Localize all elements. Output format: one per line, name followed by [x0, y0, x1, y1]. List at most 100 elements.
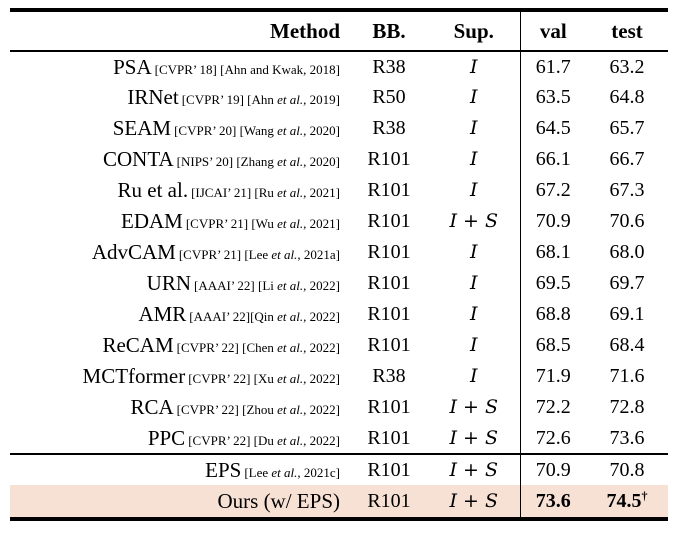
backbone-cell: R101 — [367, 272, 411, 294]
table-row: PPC [CVPR’ 22] [Du et al., 2022] R101 I + S… — [10, 423, 668, 454]
test-value: 67.3 — [609, 179, 645, 201]
val-value: 68.8 — [535, 303, 571, 325]
citation-segment: et al. — [277, 216, 304, 231]
method-cell: RCA [CVPR’ 22] [Zhou et al., 2022] — [10, 392, 350, 423]
method-name: SEAM — [112, 116, 172, 140]
val-value: 68.1 — [535, 241, 571, 263]
results-table-wrap: Method BB. Sup. val test PSA [CVPR’ 18] [… — [10, 8, 668, 521]
supervision-cell: I + S — [428, 392, 520, 423]
method-cell: PPC [CVPR’ 22] [Du et al., 2022] — [10, 423, 350, 454]
supervision-cell: I — [428, 299, 520, 330]
method-cell: CONTA [NIPS’ 20] [Zhang et al., 2020] — [10, 144, 350, 175]
supervision-cell: I — [428, 82, 520, 113]
test-cell: 71.6 — [586, 361, 668, 392]
test-value: 65.7 — [609, 117, 645, 139]
citation-segment: [CVPR’ 22] [Du — [188, 432, 278, 448]
val-cell: 61.7 — [519, 51, 586, 82]
supervision-cell: I + S — [428, 206, 520, 237]
method-cell: EPS [Lee et al., 2021c] — [10, 454, 350, 485]
backbone-cell: R101 — [367, 241, 411, 263]
supervision-symbol: I — [469, 272, 478, 294]
test-cell: 74.5† — [586, 485, 668, 519]
val-value: 66.1 — [535, 148, 571, 170]
test-value: 64.8 — [609, 86, 645, 108]
method-name: PPC — [147, 425, 186, 450]
method-citation: [CVPR’ 19] [Ahn et al., 2019] — [182, 92, 340, 107]
table-row: Ru et al. [IJCAI’ 21] [Ru et al., 2021] R1… — [10, 175, 668, 206]
citation-segment: , 2020] — [303, 123, 340, 138]
method-citation: [CVPR’ 20] [Wang et al., 2020] — [174, 123, 340, 138]
method-name: Ru et al. — [117, 178, 189, 202]
method-citation: [Lee et al., 2021c] — [244, 465, 340, 480]
test-value: 70.8 — [609, 458, 645, 481]
supervision-symbol: I + S — [449, 210, 499, 232]
val-cell: 68.5 — [519, 330, 586, 361]
test-value: 70.6 — [609, 210, 645, 232]
table-header: Method BB. Sup. val test — [10, 10, 668, 51]
val-cell: 68.8 — [519, 299, 586, 330]
method-cell: ReCAM [CVPR’ 22] [Chen et al., 2022] — [10, 330, 350, 361]
backbone-cell: R101 — [367, 458, 411, 481]
val-value: 72.6 — [535, 426, 571, 449]
header-row: Method BB. Sup. val test — [10, 10, 668, 51]
table-row: PSA [CVPR’ 18] [Ahn and Kwak, 2018] R38 I 61… — [10, 51, 668, 82]
citation-segment: et al. — [277, 154, 304, 169]
results-table: Method BB. Sup. val test PSA [CVPR’ 18] [… — [10, 8, 668, 521]
header-supervision: Sup. — [453, 18, 494, 43]
citation-segment: , 2020] — [303, 154, 340, 169]
method-name: AdvCAM — [91, 240, 176, 264]
method-name: EPS — [205, 457, 242, 482]
method-name: URN — [146, 271, 191, 295]
val-cell: 71.9 — [519, 361, 586, 392]
val-value: 70.9 — [535, 210, 571, 232]
supervision-cell: I — [428, 144, 520, 175]
citation-segment: et al. — [277, 340, 304, 355]
supervision-symbol: I + S — [449, 458, 499, 481]
method-name: CONTA — [103, 147, 174, 171]
test-value: 74.5 — [606, 489, 642, 512]
supervision-symbol: I — [469, 86, 478, 108]
method-citation: [NIPS’ 20] [Zhang et al., 2020] — [177, 154, 340, 169]
supervision-symbol: I — [469, 117, 478, 139]
citation-segment: , 2021c] — [297, 464, 340, 480]
method-citation: [CVPR’ 22] [Chen et al., 2022] — [177, 340, 340, 355]
citation-segment: [CVPR’ 18] [Ahn and Kwak, 2018] — [154, 61, 340, 77]
val-cell: 72.6 — [519, 423, 586, 454]
val-cell: 64.5 — [519, 113, 586, 144]
val-value: 64.5 — [535, 117, 571, 139]
citation-segment: , 2022] — [303, 340, 340, 355]
val-value: 71.9 — [535, 365, 571, 387]
supervision-cell: I — [428, 330, 520, 361]
citation-segment: , 2022] — [303, 278, 340, 293]
backbone-cell: R101 — [367, 426, 411, 449]
test-value: 68.0 — [609, 241, 645, 263]
table-row: IRNet [CVPR’ 19] [Ahn et al., 2019] R50 I 63… — [10, 82, 668, 113]
supervision-cell: I — [428, 268, 520, 299]
test-value: 73.6 — [609, 426, 645, 449]
test-value: 71.6 — [609, 365, 645, 387]
method-cell: MCTformer [CVPR’ 22] [Xu et al., 2022] — [10, 361, 350, 392]
supervision-cell: I + S — [428, 454, 520, 485]
table-row: EDAM [CVPR’ 21] [Wu et al., 2021] R101 I + … — [10, 206, 668, 237]
test-cell: 69.7 — [586, 268, 668, 299]
val-value: 67.2 — [535, 179, 571, 201]
backbone-cell: R38 — [372, 117, 406, 139]
citation-segment: et al. — [271, 247, 298, 262]
val-value: 69.5 — [535, 272, 571, 294]
test-value: 69.7 — [609, 272, 645, 294]
table-row: RCA [CVPR’ 22] [Zhou et al., 2022] R101 I +… — [10, 392, 668, 423]
backbone-cell: R101 — [367, 489, 411, 512]
supervision-symbol: I — [469, 241, 478, 263]
table-row: URN [AAAI’ 22] [Li et al., 2022] R101 I 69.5… — [10, 268, 668, 299]
test-value: 63.2 — [609, 55, 645, 78]
val-value: 68.5 — [535, 334, 571, 356]
supervision-cell: I — [428, 361, 520, 392]
citation-segment: , 2022] — [303, 309, 340, 324]
citation-segment: [CVPR’ 21] [Wu — [185, 216, 278, 231]
header-method: Method — [270, 18, 340, 43]
method-citation: [CVPR’ 21] [Lee et al., 2021a] — [179, 247, 340, 262]
backbone-cell: R101 — [367, 396, 411, 418]
test-cell: 63.2 — [586, 51, 668, 82]
test-value: 68.4 — [609, 334, 645, 356]
citation-segment: , 2022] — [303, 432, 340, 448]
